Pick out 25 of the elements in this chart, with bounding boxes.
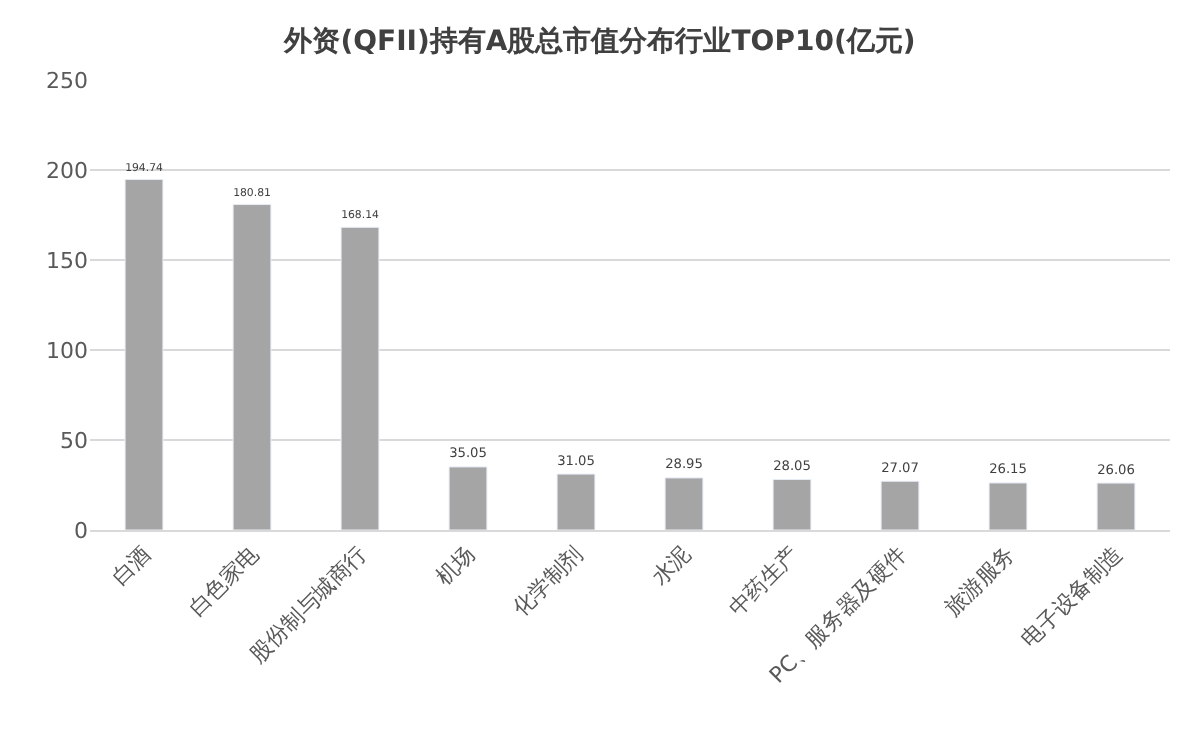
x-tick-label: 白酒	[106, 541, 157, 591]
x-tick-label: 机场	[430, 541, 481, 591]
x-tick-label: 化学制剂	[507, 541, 589, 622]
x-tick-label: 旅游服务	[939, 541, 1021, 622]
bar	[448, 466, 488, 530]
x-tick-label: 电子设备制造	[1016, 541, 1129, 653]
y-tick-label: 100	[46, 337, 88, 364]
bar	[880, 480, 920, 530]
y-tick-label: 150	[46, 247, 88, 274]
x-tick-label: 中药生产	[723, 541, 805, 622]
bar	[1096, 482, 1136, 530]
x-tick-label: 白色家电	[183, 541, 265, 622]
bar	[772, 479, 812, 530]
x-tick-label: 水泥	[646, 541, 697, 591]
chart-title: 外资(QFII)持有A股总市值分布行业TOP10(亿元)	[282, 23, 916, 58]
bar	[232, 204, 272, 530]
bar	[340, 226, 380, 530]
y-tick-label: 200	[46, 157, 88, 184]
y-tick-label: 250	[46, 67, 88, 94]
y-tick-label: 0	[74, 517, 88, 544]
bar	[988, 482, 1028, 530]
bar	[124, 178, 164, 530]
y-tick-label: 50	[60, 427, 88, 454]
bar	[664, 477, 704, 530]
bar	[556, 473, 596, 530]
